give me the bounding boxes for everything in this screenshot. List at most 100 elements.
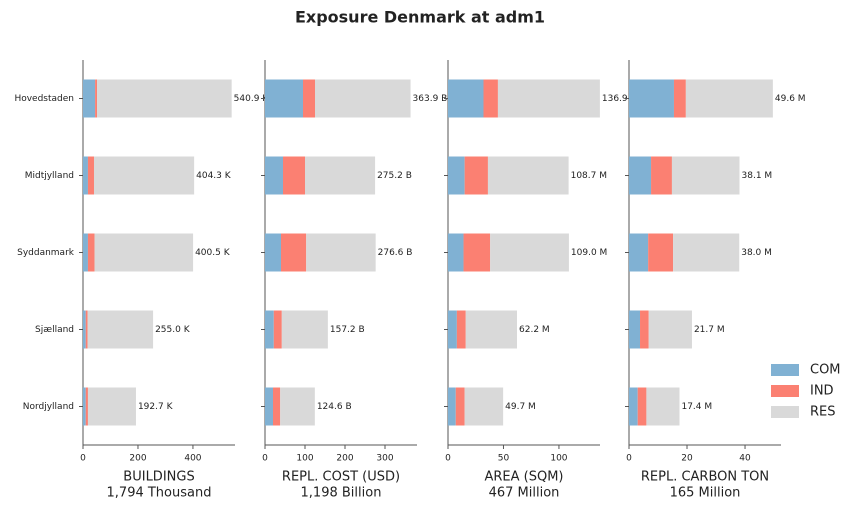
bar-segment [464, 156, 488, 195]
bar-segment [651, 156, 672, 195]
bar-segment [640, 310, 649, 349]
total-label: 540.9 K [234, 94, 270, 104]
x-axis-label: BUILDINGS [123, 470, 194, 485]
legend-swatch [771, 406, 799, 418]
bar-segment [465, 310, 518, 349]
bar-segment [673, 233, 740, 272]
bar-segment [455, 387, 465, 426]
legend-label: COM [810, 363, 841, 378]
bar-segment [303, 79, 315, 118]
bar-segment [283, 156, 305, 195]
total-label: 49.7 M [505, 402, 536, 412]
total-label: 108.7 M [571, 171, 607, 181]
bar-segment [273, 310, 282, 349]
bar-segment [265, 156, 283, 195]
total-label: 62.2 M [519, 325, 550, 335]
bar-segment [448, 310, 457, 349]
bar-segment [315, 79, 411, 118]
x-axis-sublabel: 1,198 Billion [301, 486, 382, 501]
x-tick-label: 400 [184, 454, 201, 464]
x-axis-label: REPL. CARBON TON [641, 470, 769, 485]
x-tick-label: 200 [129, 454, 146, 464]
bar-segment [85, 310, 88, 349]
x-tick-label: 0 [626, 454, 632, 464]
bar-segment [97, 79, 232, 118]
x-tick-label: 50 [498, 454, 510, 464]
bar-segment [265, 310, 274, 349]
total-label: 38.0 M [741, 248, 772, 258]
bar-segment [464, 387, 504, 426]
legend-label: RES [810, 405, 836, 420]
total-label: 363.9 B [413, 94, 448, 104]
x-axis-label: AREA (SQM) [484, 470, 563, 485]
x-tick-label: 0 [262, 454, 268, 464]
bar-segment [85, 387, 88, 426]
x-tick-label: 0 [445, 454, 451, 464]
bar-segment [87, 156, 94, 195]
x-tick-label: 200 [336, 454, 353, 464]
x-tick-label: 100 [296, 454, 313, 464]
bar-segment [456, 310, 466, 349]
bar-segment [497, 79, 600, 118]
bar-segment [93, 156, 195, 195]
bar-segment [273, 387, 281, 426]
total-label: 157.2 B [330, 325, 365, 335]
x-tick-label: 300 [376, 454, 393, 464]
bar-segment [487, 156, 569, 195]
chart-title: Exposure Denmark at adm1 [295, 8, 545, 27]
bar-segment [671, 156, 740, 195]
bar-segment [629, 233, 649, 272]
total-label: 17.4 M [681, 402, 712, 412]
x-tick-label: 100 [550, 454, 567, 464]
y-tick-label: Sjælland [35, 325, 74, 335]
total-label: 192.7 K [138, 402, 174, 412]
total-label: 276.6 B [378, 248, 413, 258]
total-label: 136.9 M [602, 94, 638, 104]
total-label: 275.2 B [377, 171, 412, 181]
bar-segment [685, 79, 773, 118]
x-tick-label: 0 [80, 454, 86, 464]
bar-segment [483, 79, 498, 118]
total-label: 124.6 B [317, 402, 352, 412]
bar-segment [83, 156, 88, 195]
bar-segment [448, 387, 456, 426]
bar-segment [94, 233, 194, 272]
total-label: 21.7 M [694, 325, 725, 335]
total-label: 404.3 K [196, 171, 232, 181]
bar-segment [629, 156, 652, 195]
legend-swatch [771, 364, 799, 376]
y-tick-label: Nordjylland [23, 402, 74, 412]
bar-segment [83, 387, 86, 426]
x-tick-label: 20 [681, 454, 693, 464]
bar-segment [629, 310, 641, 349]
x-tick-label: 40 [739, 454, 751, 464]
x-axis-label: REPL. COST (USD) [282, 470, 400, 485]
bar-segment [448, 79, 484, 118]
bar-segment [87, 310, 154, 349]
bar-segment [673, 79, 686, 118]
x-axis-sublabel: 467 Million [489, 486, 560, 501]
bar-segment [265, 387, 273, 426]
x-axis-sublabel: 165 Million [670, 486, 741, 501]
total-label: 49.6 M [775, 94, 806, 104]
bar-segment [448, 156, 465, 195]
bar-segment [281, 233, 307, 272]
y-tick-label: Midtjylland [25, 171, 74, 181]
bar-segment [265, 79, 303, 118]
bar-segment [306, 233, 376, 272]
total-label: 255.0 K [155, 325, 191, 335]
bar-segment [648, 233, 674, 272]
bar-segment [83, 310, 86, 349]
y-tick-label: Hovedstaden [14, 94, 74, 104]
y-tick-label: Syddanmark [17, 248, 75, 258]
bar-segment [648, 310, 692, 349]
bar-segment [637, 387, 647, 426]
bar-segment [281, 310, 328, 349]
bar-segment [265, 233, 281, 272]
x-axis-sublabel: 1,794 Thousand [107, 486, 212, 501]
bar-segment [629, 79, 674, 118]
bar-segment [646, 387, 680, 426]
bar-segment [83, 233, 88, 272]
bar-segment [87, 387, 136, 426]
